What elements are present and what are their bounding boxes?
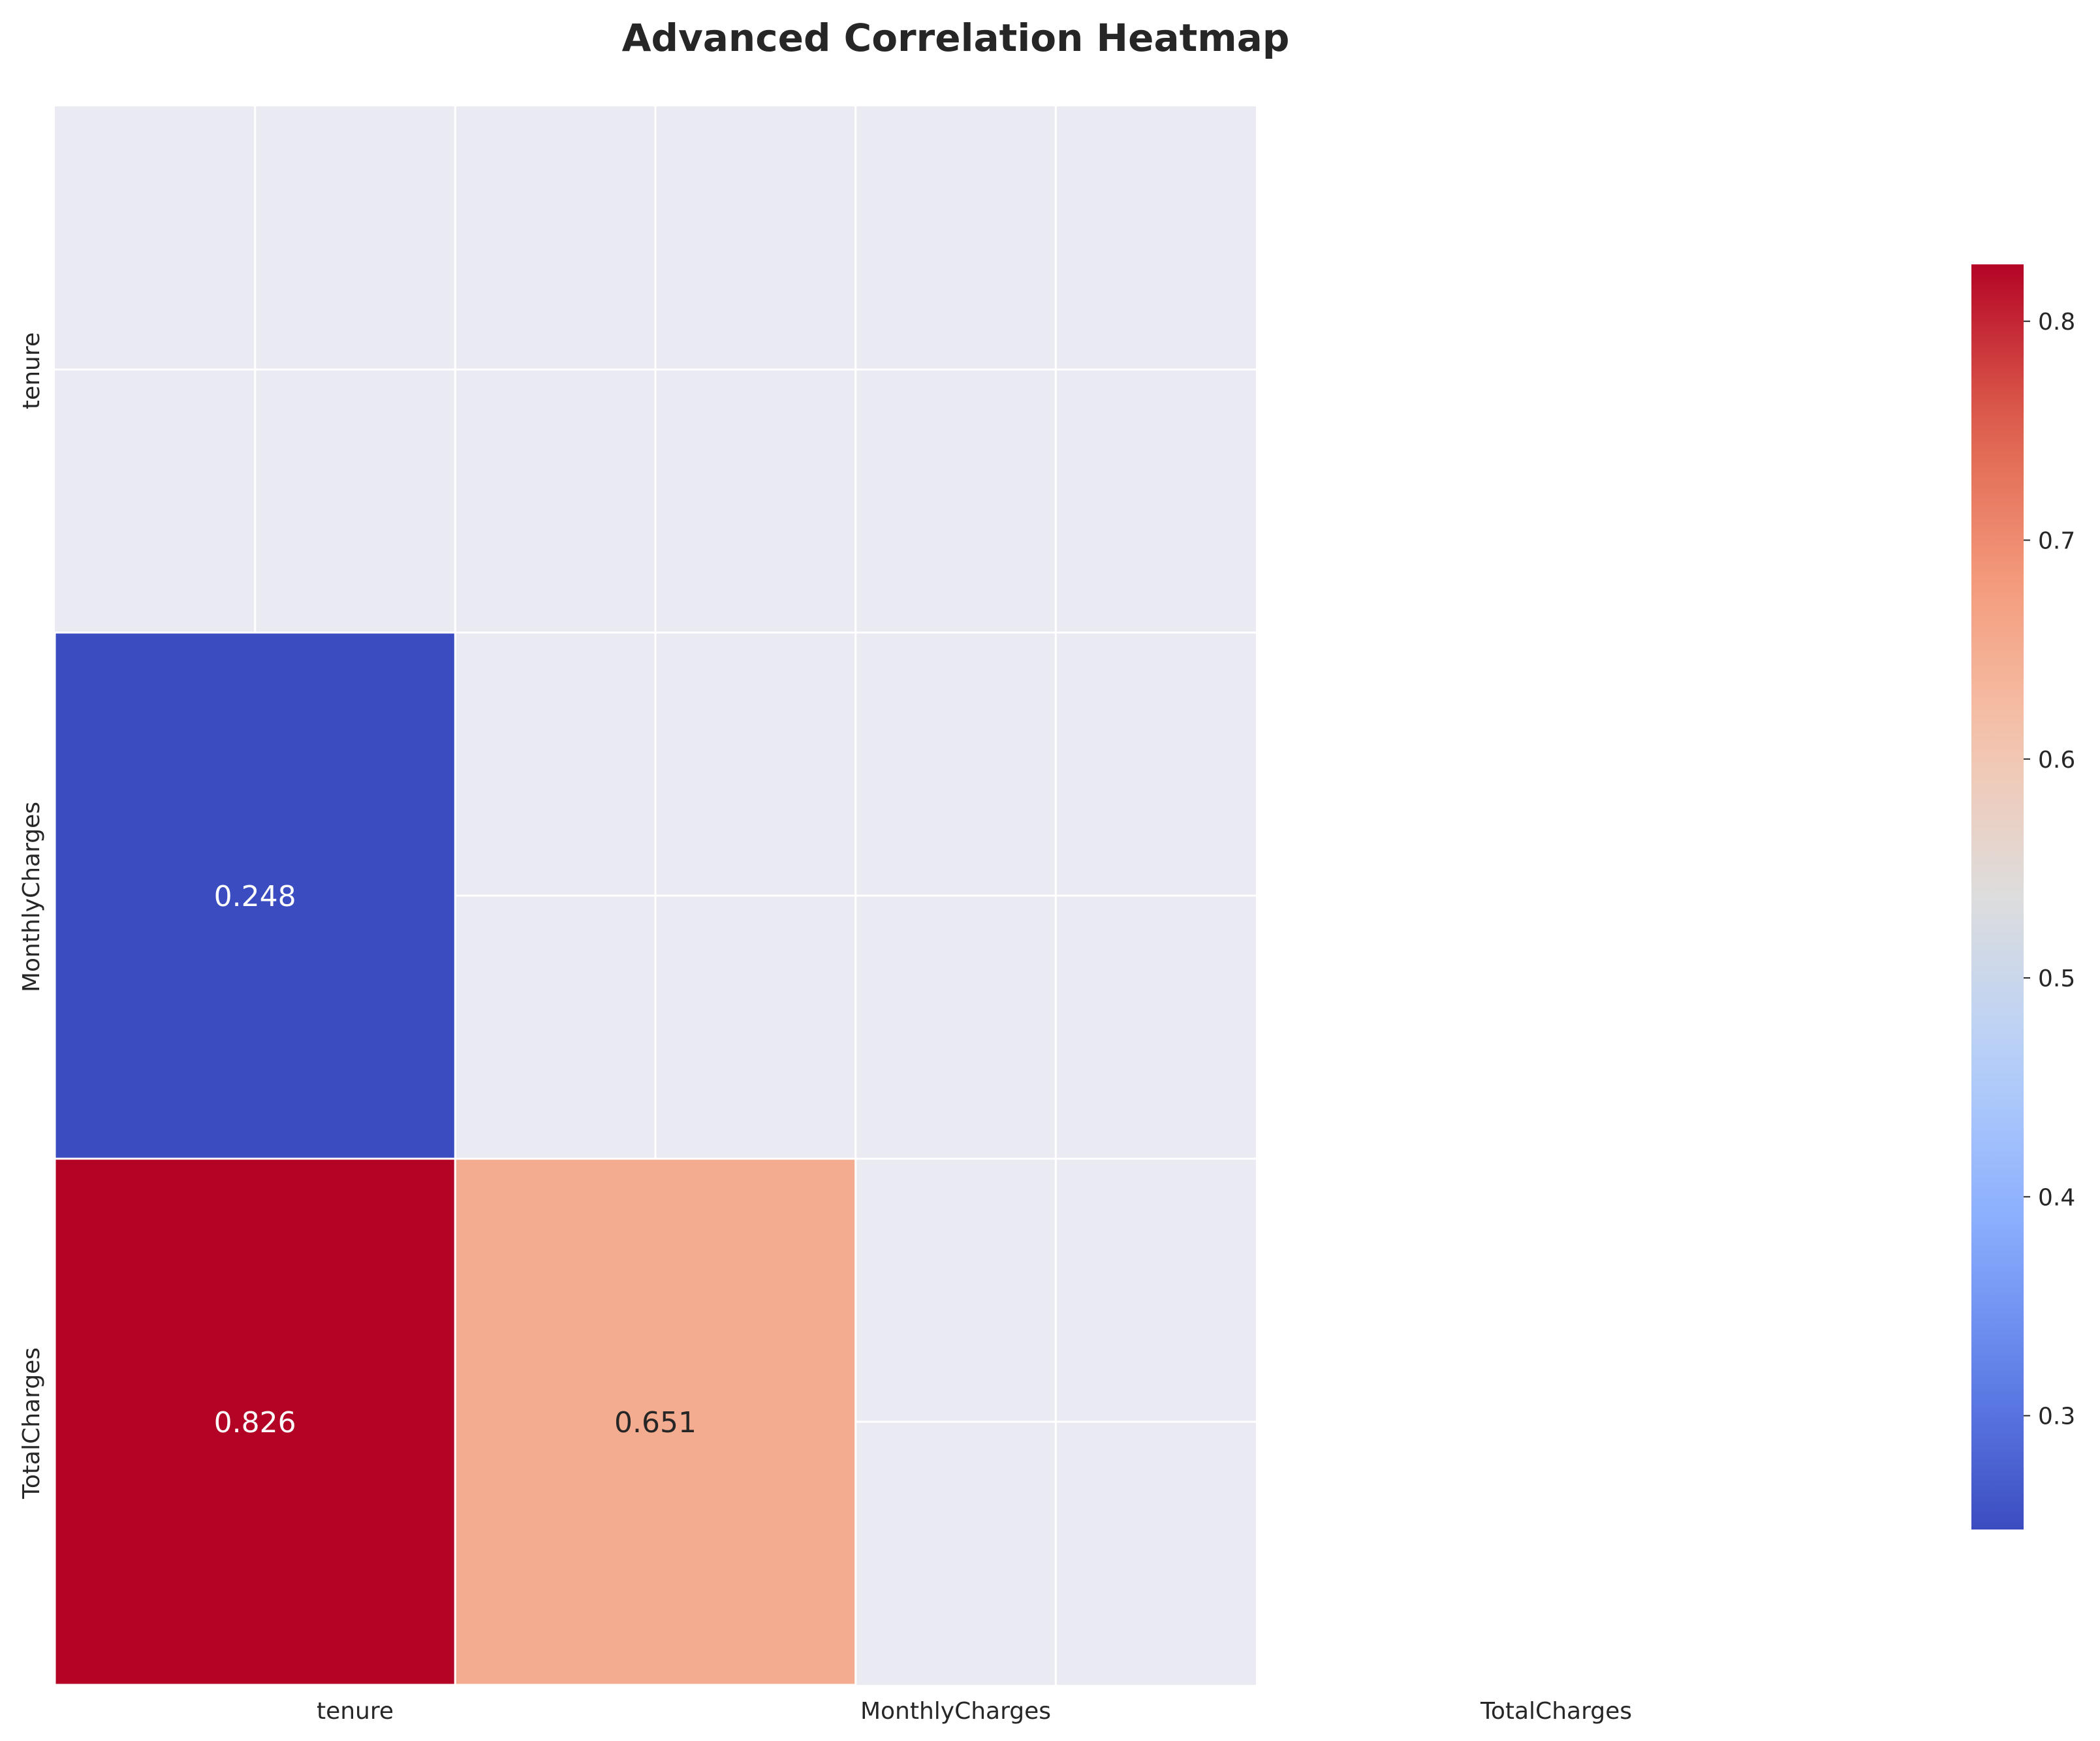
cell-annotation: 0.826 <box>214 1406 296 1439</box>
y-tick-label-tenure: tenure <box>18 332 45 409</box>
colorbar-tick-label: 0.6 <box>2038 747 2075 774</box>
heatmap-cells <box>54 631 857 1686</box>
cell-annotations: 0.248 0.826 0.651 <box>214 880 697 1439</box>
colorbar-tick-label: 0.5 <box>2038 965 2075 992</box>
chart-title: Advanced Correlation Heatmap <box>622 16 1290 60</box>
heatmap-cell <box>54 631 456 1160</box>
heatmap-cell <box>454 1157 857 1686</box>
y-tick-label-totalcharges: TotalCharges <box>18 1347 45 1499</box>
y-tick-label-monthlycharges: MonthlyCharges <box>18 802 45 992</box>
colorbar-tick-label: 0.7 <box>2038 527 2075 554</box>
x-tick-label-monthlycharges: MonthlyCharges <box>860 1698 1051 1725</box>
colorbar-gradient <box>1971 264 2024 1529</box>
x-axis: tenure MonthlyCharges TotalCharges <box>317 1698 1632 1725</box>
colorbar-tick-label: 0.3 <box>2038 1404 2075 1430</box>
heatmap-cell <box>54 1157 456 1686</box>
x-tick-label-totalcharges: TotalCharges <box>1480 1698 1632 1725</box>
colorbar: 0.3 0.4 0.5 0.6 0.7 0.8 <box>1971 264 2075 1529</box>
colorbar-tick-label: 0.4 <box>2038 1184 2075 1211</box>
cell-annotation: 0.651 <box>614 1406 697 1439</box>
y-axis: tenure MonthlyCharges TotalCharges <box>18 332 45 1499</box>
cell-annotation: 0.248 <box>214 880 296 913</box>
x-tick-label-tenure: tenure <box>317 1698 394 1725</box>
colorbar-tick-label: 0.8 <box>2038 309 2075 336</box>
